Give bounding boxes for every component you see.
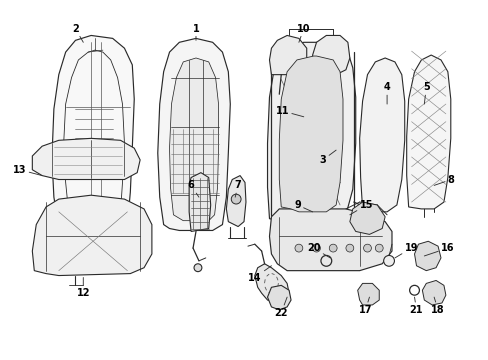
Text: 14: 14: [247, 266, 271, 283]
Polygon shape: [32, 195, 152, 275]
Text: 9: 9: [293, 200, 312, 212]
Polygon shape: [349, 202, 385, 234]
Text: 20: 20: [306, 243, 329, 258]
Polygon shape: [357, 283, 379, 305]
Text: 2: 2: [72, 24, 83, 42]
Text: 21: 21: [409, 297, 423, 315]
Polygon shape: [312, 35, 349, 75]
Polygon shape: [418, 163, 439, 202]
Text: 22: 22: [274, 297, 287, 318]
Text: 17: 17: [358, 297, 371, 315]
Polygon shape: [189, 173, 210, 231]
Circle shape: [363, 244, 371, 252]
Polygon shape: [169, 58, 218, 221]
Polygon shape: [226, 176, 245, 226]
Circle shape: [312, 244, 320, 252]
Circle shape: [294, 244, 302, 252]
Text: 19: 19: [394, 243, 417, 258]
Text: 15: 15: [349, 200, 372, 215]
Text: 5: 5: [422, 82, 429, 104]
Polygon shape: [359, 58, 404, 212]
Text: 6: 6: [187, 180, 199, 197]
Circle shape: [345, 244, 353, 252]
Text: 16: 16: [424, 243, 453, 256]
Circle shape: [194, 264, 202, 272]
Polygon shape: [269, 35, 306, 75]
Polygon shape: [158, 39, 230, 230]
Text: 3: 3: [319, 150, 335, 165]
Polygon shape: [52, 35, 134, 231]
Polygon shape: [254, 264, 288, 303]
Text: 8: 8: [433, 175, 454, 185]
Polygon shape: [267, 42, 355, 225]
Text: 10: 10: [296, 24, 310, 42]
Text: 7: 7: [234, 180, 241, 197]
Text: 13: 13: [13, 165, 42, 176]
Polygon shape: [422, 280, 445, 305]
Text: 18: 18: [430, 297, 444, 315]
Circle shape: [231, 194, 241, 204]
Polygon shape: [267, 285, 290, 310]
Circle shape: [375, 244, 383, 252]
Polygon shape: [414, 241, 440, 271]
Circle shape: [383, 256, 394, 266]
Text: 4: 4: [383, 82, 389, 104]
Text: 1: 1: [192, 24, 199, 40]
Polygon shape: [279, 56, 342, 212]
Text: 11: 11: [275, 106, 303, 117]
Text: 12: 12: [77, 278, 90, 298]
Circle shape: [328, 244, 336, 252]
Polygon shape: [406, 55, 450, 209]
Polygon shape: [269, 209, 391, 271]
Polygon shape: [32, 138, 140, 180]
